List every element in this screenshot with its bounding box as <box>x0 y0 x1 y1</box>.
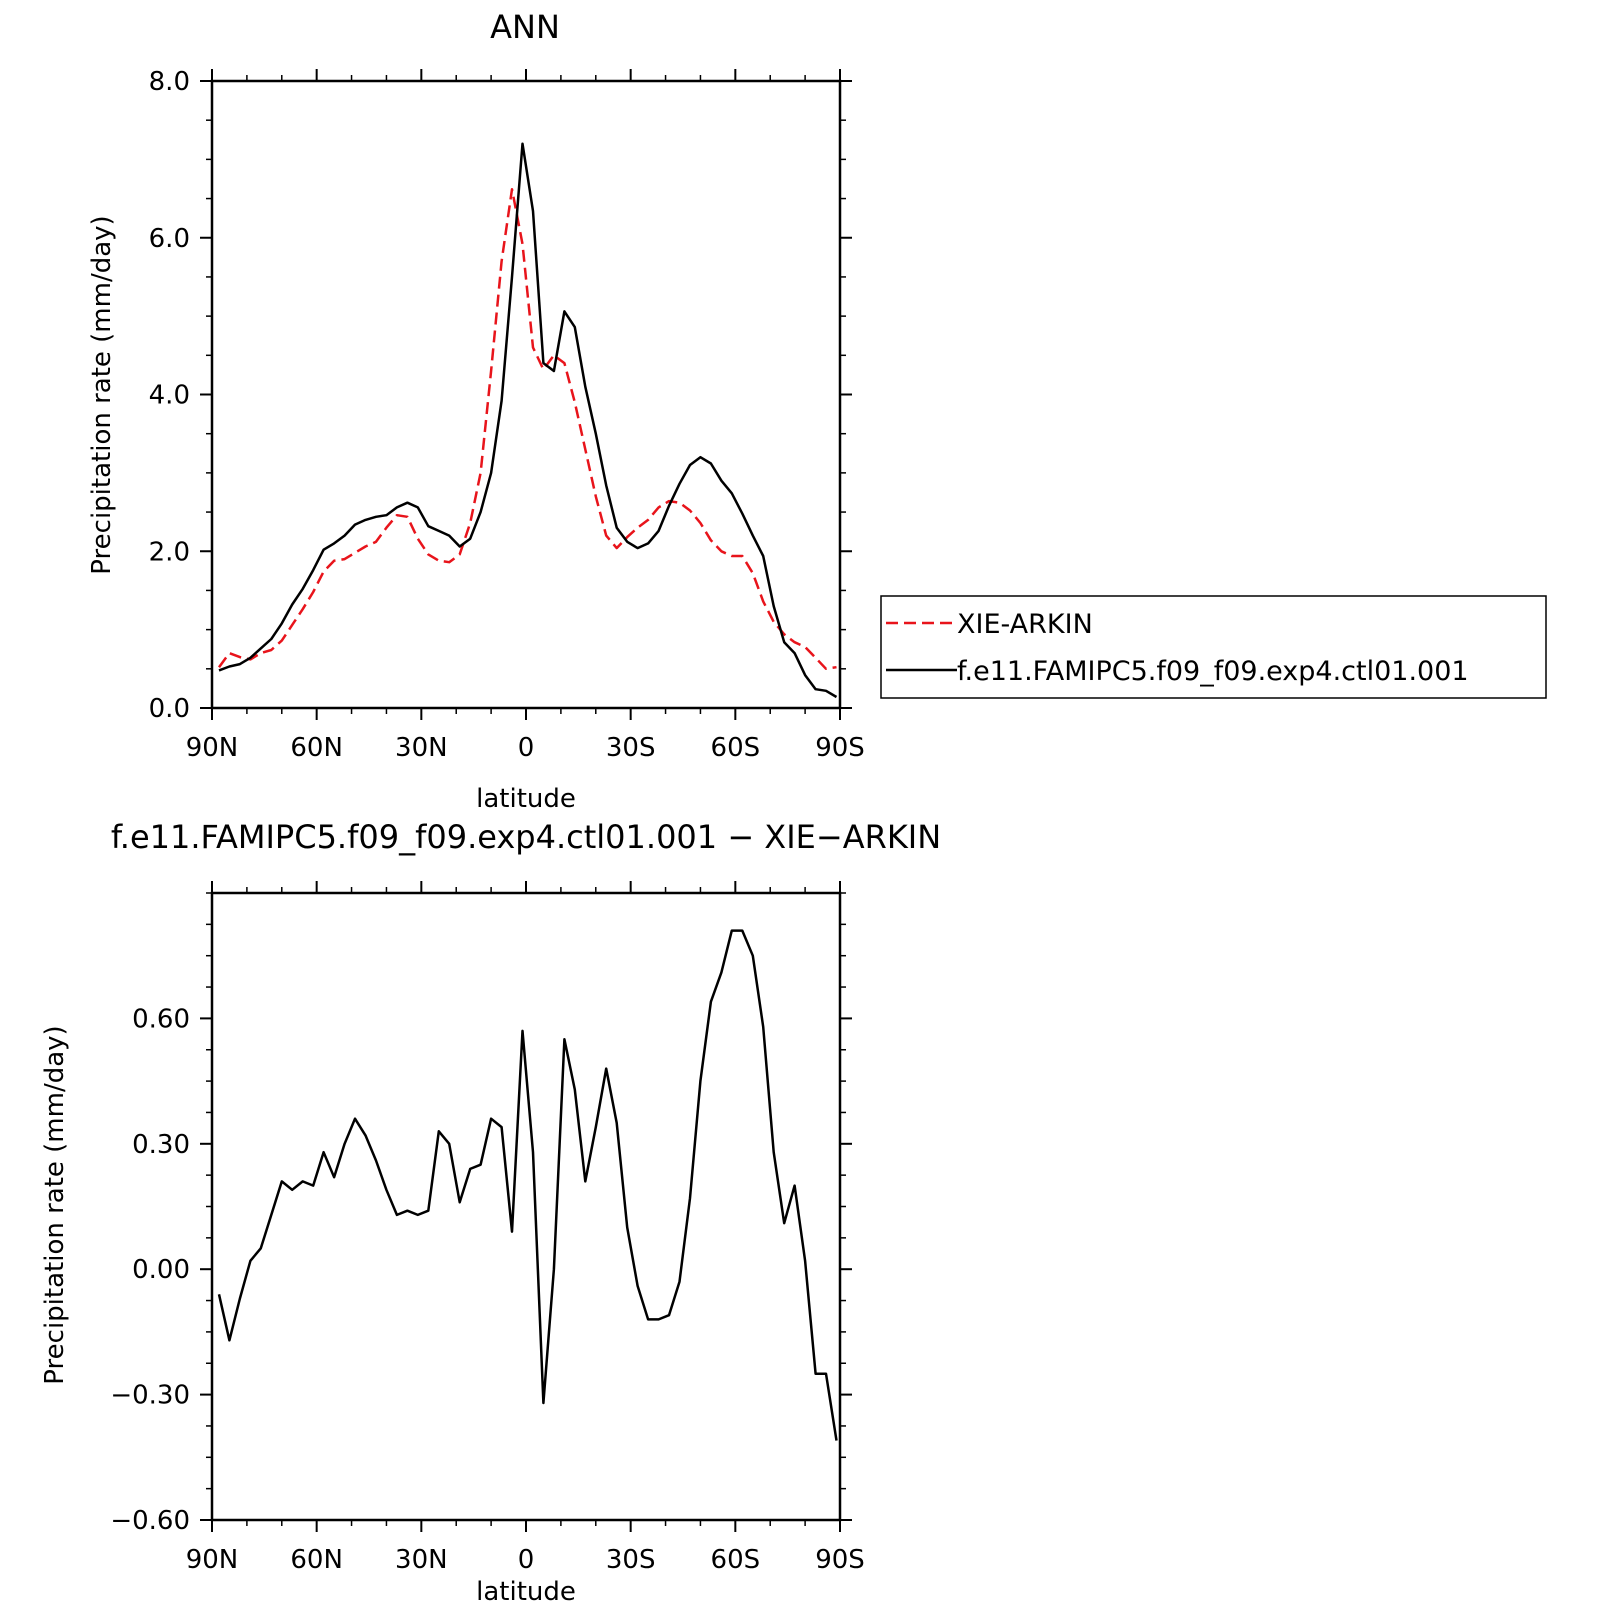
top-x-tick-label: 60S <box>711 733 761 763</box>
top-chart-panel: ANN 90N 60N 30N 0 30S 60S 90S 0.0 2.0 4.0 6.0 8.0 l… <box>87 8 1547 814</box>
bottom-y-tick-label: −0.30 <box>110 1381 190 1411</box>
bottom-chart-panel: f.e11.FAMIPC5.f09_f09.exp4.ctl01.001 − X… <box>40 818 941 1607</box>
legend-label-xie-arkin: XIE-ARKIN <box>957 609 1093 640</box>
bottom-plot-frame <box>210 891 842 1522</box>
bottom-x-tick-label: 30N <box>395 1545 448 1575</box>
bottom-series-line-0 <box>217 929 838 1441</box>
bottom-x-tick-label: 60N <box>290 1545 343 1575</box>
top-series-group <box>217 142 838 699</box>
top-y-tick-label: 6.0 <box>149 224 190 254</box>
bottom-y-tick-label: 0.60 <box>132 1004 190 1034</box>
bottom-x-tick-label: 90N <box>186 1545 239 1575</box>
top-x-tick-label: 30N <box>395 733 448 763</box>
legend-box <box>880 595 1547 699</box>
top-x-tick-label: 60N <box>290 733 343 763</box>
top-axis-ticks: 90N 60N 30N 0 30S 60S 90S 0.0 2.0 4.0 6.0 8.0 <box>149 67 865 763</box>
top-y-tick-label: 8.0 <box>149 67 190 97</box>
bottom-y-tick-label: −0.60 <box>110 1506 190 1536</box>
top-x-axis-label: latitude <box>476 784 576 814</box>
bottom-axis-ticks: 90N 60N 30N 0 30S 60S 90S −0.60 −0.30 0.00 0.30 0.6… <box>110 881 865 1575</box>
bottom-x-tick-label: 60S <box>711 1545 761 1575</box>
bottom-series-group <box>217 929 838 1441</box>
top-y-tick-label: 0.0 <box>149 694 190 724</box>
top-x-tick-label: 0 <box>518 733 535 763</box>
bottom-y-axis-label: Precipitation rate (mm/day) <box>40 1025 70 1384</box>
top-x-tick-label: 30S <box>606 733 656 763</box>
top-x-tick-label: 90S <box>815 733 865 763</box>
bottom-x-tick-label: 90S <box>815 1545 865 1575</box>
legend: XIE-ARKIN f.e11.FAMIPC5.f09_f09.exp4.ctl… <box>880 595 1547 699</box>
top-plot-frame <box>210 79 842 710</box>
bottom-y-tick-label: 0.30 <box>132 1130 190 1160</box>
top-y-tick-label: 2.0 <box>149 537 190 567</box>
bottom-x-tick-label: 30S <box>606 1545 656 1575</box>
bottom-x-tick-label: 0 <box>518 1545 535 1575</box>
top-chart-title: ANN <box>490 8 560 46</box>
bottom-chart-title: f.e11.FAMIPC5.f09_f09.exp4.ctl01.001 − X… <box>111 818 941 856</box>
top-y-tick-label: 4.0 <box>149 381 190 411</box>
top-y-axis-label: Precipitation rate (mm/day) <box>87 215 117 574</box>
top-series-line-0 <box>217 187 837 671</box>
bottom-y-tick-label: 0.00 <box>132 1255 190 1285</box>
bottom-x-axis-label: latitude <box>476 1577 576 1607</box>
legend-label-model: f.e11.FAMIPC5.f09_f09.exp4.ctl01.001 <box>957 656 1469 687</box>
top-series-line-1 <box>218 142 838 699</box>
top-x-tick-label: 90N <box>186 733 239 763</box>
